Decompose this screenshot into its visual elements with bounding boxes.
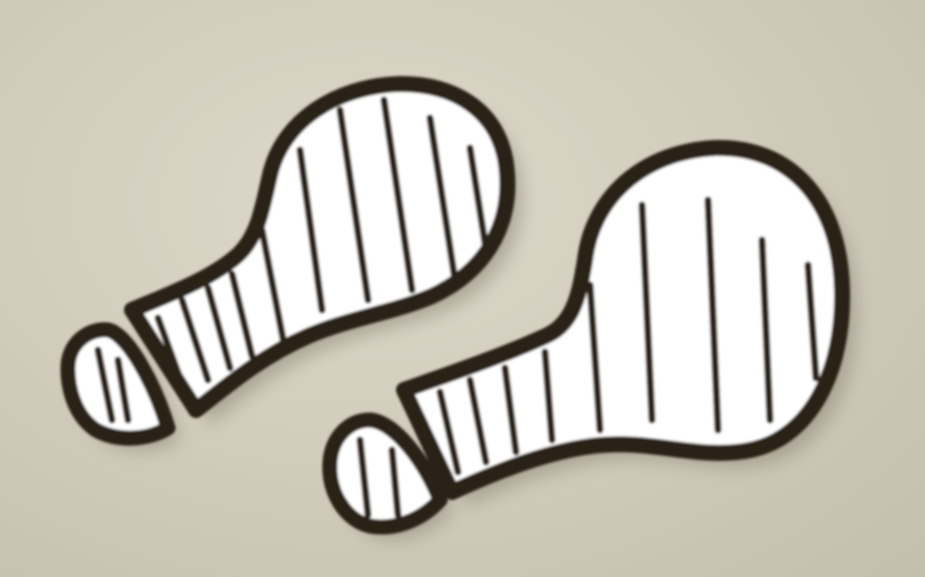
left-heel (68, 330, 168, 438)
left-footprint (68, 84, 507, 438)
right-heel-stripes (356, 436, 402, 519)
right-footprint (330, 148, 842, 527)
right-heel (330, 420, 440, 527)
right-sole-stripes (436, 196, 820, 476)
left-sole (132, 84, 507, 410)
right-sole (404, 148, 842, 492)
left-heel-stripes (94, 346, 132, 424)
